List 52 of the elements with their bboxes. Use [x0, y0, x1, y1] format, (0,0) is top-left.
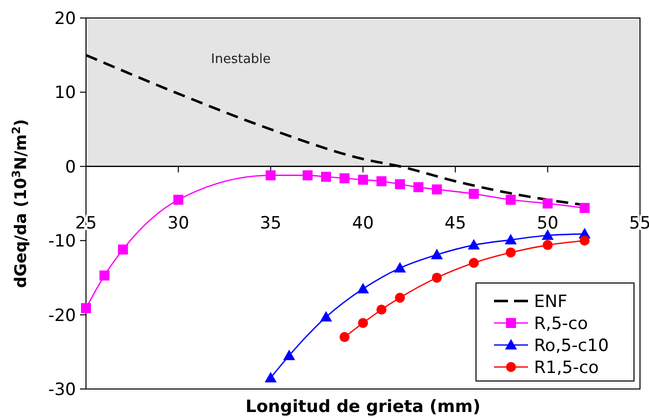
y-tick-label: 20 — [54, 9, 76, 29]
point — [432, 184, 442, 194]
legend-label: R,5-co — [534, 314, 588, 334]
point — [542, 229, 554, 240]
point — [99, 270, 110, 280]
point — [394, 262, 406, 273]
y-tick-label: -20 — [48, 306, 76, 326]
point — [468, 239, 480, 250]
point — [340, 173, 350, 184]
point — [580, 236, 590, 246]
point — [357, 282, 369, 294]
x-tick-label: 35 — [260, 213, 282, 234]
point — [468, 258, 479, 268]
point — [542, 198, 553, 208]
point — [376, 176, 386, 186]
x-axis-title: Longitud de grieta (mm) — [246, 397, 480, 417]
y-tick-label: -10 — [48, 232, 76, 252]
point — [358, 318, 368, 328]
point — [264, 372, 277, 382]
point — [506, 247, 516, 258]
x-tick-label: 50 — [536, 213, 558, 234]
point — [358, 174, 368, 185]
point — [340, 332, 350, 342]
x-tick-label: 30 — [168, 213, 190, 234]
point — [430, 248, 443, 260]
point — [302, 170, 313, 180]
point — [394, 179, 405, 190]
point — [394, 292, 405, 303]
legend-label: Ro,5-c10 — [534, 336, 609, 356]
point — [506, 194, 516, 205]
point — [432, 272, 442, 283]
band-label: Inestable — [211, 52, 271, 67]
point — [376, 304, 386, 315]
point — [542, 240, 553, 250]
point — [266, 170, 276, 180]
point — [118, 244, 128, 255]
point — [468, 188, 479, 199]
point — [173, 194, 184, 205]
legend-label: ENF — [534, 292, 568, 312]
y-tick-label: 10 — [54, 83, 76, 104]
point — [504, 234, 517, 244]
point — [580, 202, 590, 213]
point — [320, 311, 332, 322]
y-tick-label: -30 — [48, 380, 76, 400]
point — [81, 303, 91, 314]
point — [413, 182, 424, 192]
x-tick-label: 45 — [444, 213, 466, 234]
y-tick-label: 0 — [65, 157, 76, 178]
point — [321, 172, 332, 182]
x-tick-label: 40 — [352, 213, 374, 234]
legend-label: R1,5-co — [534, 358, 599, 378]
point — [283, 350, 296, 360]
